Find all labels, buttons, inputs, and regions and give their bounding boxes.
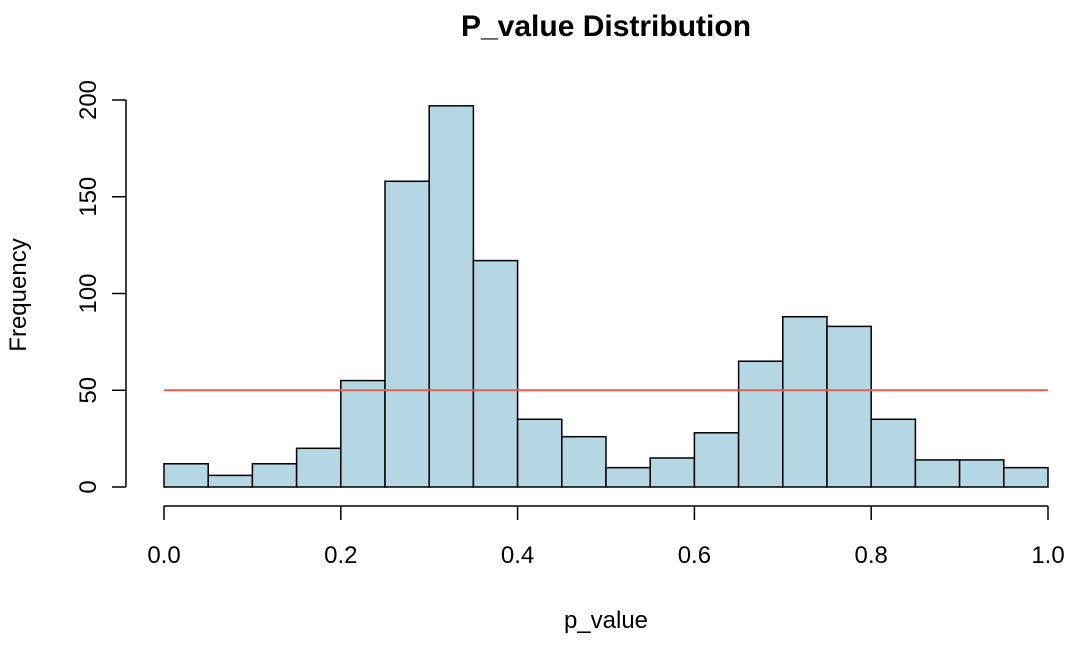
x-tick-label-2: 0.4: [501, 542, 534, 569]
histogram-bar-9: [561, 435, 607, 488]
histogram-bar-1: [207, 474, 254, 488]
histogram-bar-3: [295, 447, 342, 488]
histogram-bar-16: [870, 418, 917, 488]
y-axis: 0 50 100 150 200: [75, 80, 127, 494]
histogram-bar-12: [693, 432, 740, 488]
histogram-bar-11: [649, 457, 696, 488]
y-tick-label-2: 100: [75, 273, 102, 313]
histogram-bar-14: [782, 315, 828, 488]
y-tick-label-3: 150: [75, 177, 102, 217]
histogram-bar-0: [163, 463, 209, 488]
x-tick-label-3: 0.6: [678, 542, 711, 569]
histogram-bar-5: [384, 180, 430, 488]
x-axis: 0.0 0.2 0.4 0.6 0.8 1.0: [147, 505, 1065, 569]
y-tick-label-1: 50: [75, 377, 102, 404]
x-tick-label-5: 1.0: [1031, 542, 1064, 569]
x-tick-label-1: 0.2: [324, 542, 357, 569]
histogram-bar-7: [472, 259, 519, 488]
histogram-bar-18: [958, 459, 1005, 488]
bars-group: [163, 105, 1049, 488]
x-tick-label-4: 0.8: [855, 542, 888, 569]
y-tick-label-0: 0: [75, 480, 102, 493]
y-axis-label: Frequency: [5, 238, 32, 351]
histogram-bar-10: [605, 466, 651, 488]
x-tick-label-0: 0.0: [147, 542, 180, 569]
histogram-bar-4: [340, 379, 386, 488]
histogram-bar-17: [914, 459, 961, 488]
histogram-bar-15: [826, 325, 872, 488]
chart-title: P_value Distribution: [461, 10, 751, 43]
histogram-bar-13: [737, 360, 784, 488]
histogram-bar-8: [516, 418, 563, 488]
histogram-bar-6: [428, 105, 475, 488]
y-tick-label-4: 200: [75, 80, 102, 120]
histogram-bar-2: [251, 463, 298, 488]
histogram-bar-19: [1003, 466, 1049, 488]
x-axis-label: p_value: [564, 607, 648, 634]
